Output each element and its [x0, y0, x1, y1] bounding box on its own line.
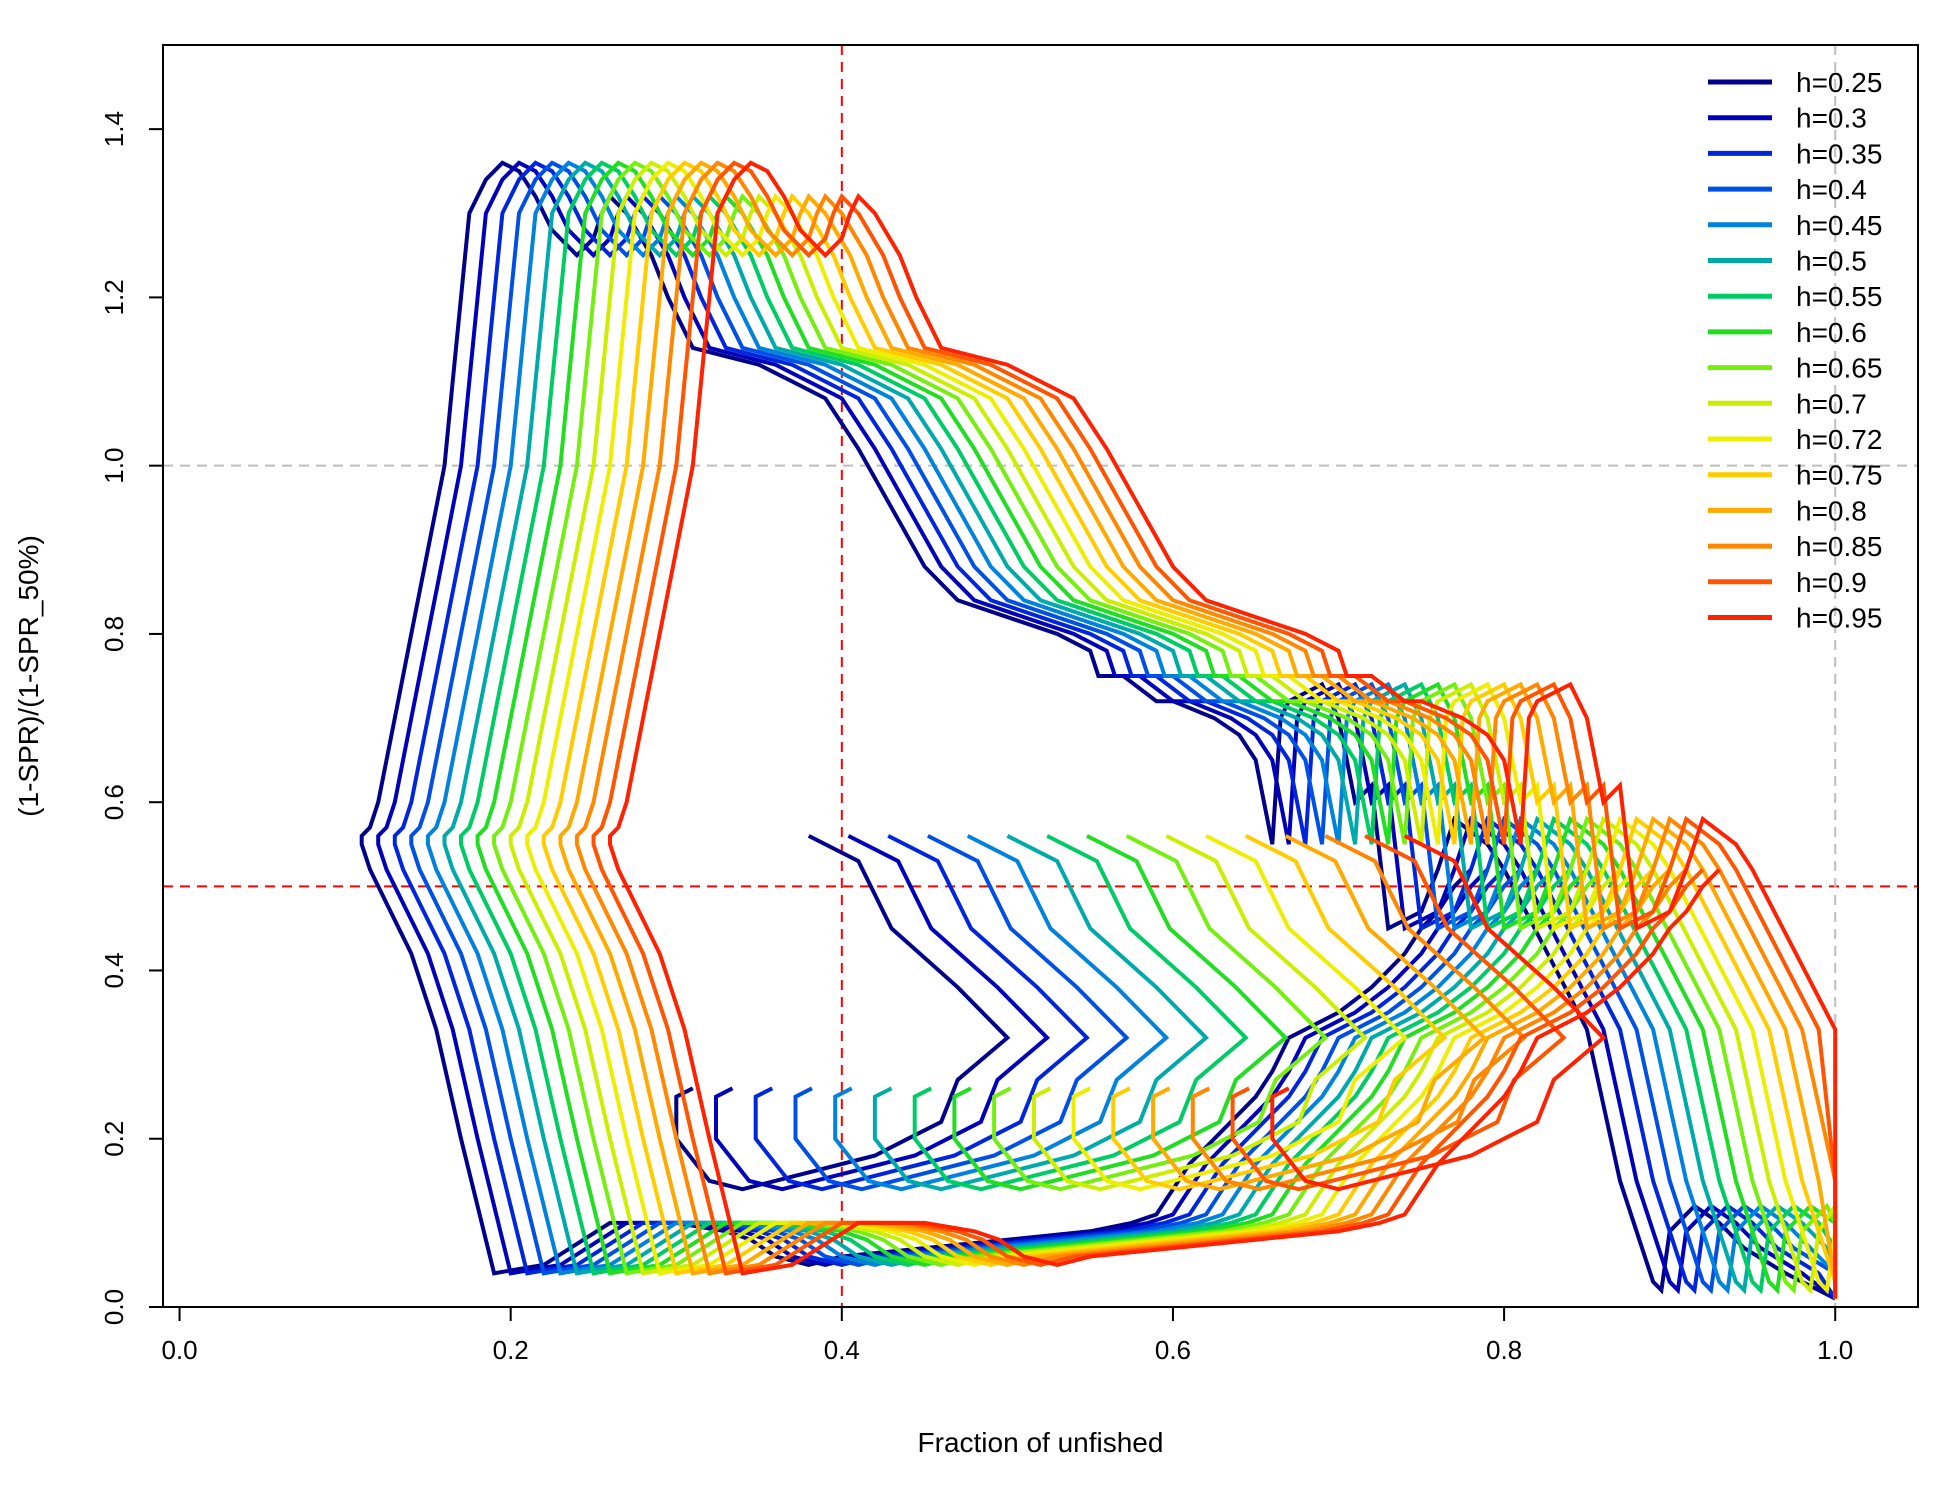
series-branch-h=0.7 [1031, 834, 1368, 1192]
legend-label: h=0.5 [1796, 246, 1867, 277]
legend-label: h=0.7 [1796, 388, 1867, 419]
series-line-h=0.8 [558, 160, 1838, 1299]
y-axis-title: (1-SPR)/(1-SPR_50%) [13, 535, 44, 817]
series-branch-h=0.5 [872, 834, 1210, 1192]
series-line-h=0.72 [525, 160, 1838, 1299]
series-line-h=0.95 [608, 160, 1838, 1299]
x-tick-label: 0.0 [161, 1335, 197, 1365]
series-branch-h=0.72 [1071, 834, 1408, 1192]
x-axis: 0.0 0.2 0.4 0.6 0.8 1.0 [161, 1306, 1853, 1365]
series-branch-h=0.45 [833, 834, 1170, 1192]
series-branch-h=0.35 [753, 834, 1090, 1192]
series-line-h=0.85 [574, 160, 1838, 1299]
legend: h=0.25 h=0.3 h=0.35 h=0.4 h=0.45 h=0.5 h=0.55 h… [1708, 67, 1882, 634]
legend-label: h=0.8 [1796, 495, 1867, 526]
series-branch-h=0.4 [793, 834, 1130, 1192]
x-tick-label: 1.0 [1817, 1335, 1853, 1365]
series-branch-h=0.55 [912, 834, 1249, 1192]
legend-label: h=0.95 [1796, 603, 1882, 634]
series-line-h=0.75 [541, 160, 1838, 1299]
y-tick-label: 0.0 [99, 1289, 129, 1325]
series-branch-h=0.65 [992, 834, 1329, 1192]
x-tick-label: 0.4 [824, 1335, 860, 1365]
series-branch-h=0.8 [1151, 834, 1488, 1192]
legend-label: h=0.3 [1796, 103, 1867, 134]
x-tick-label: 0.2 [493, 1335, 529, 1365]
x-tick-label: 0.8 [1486, 1335, 1522, 1365]
y-tick-label: 0.4 [99, 952, 129, 988]
y-tick-label: 1.2 [99, 279, 129, 315]
legend-label: h=0.6 [1796, 317, 1867, 348]
series-branch-h=0.75 [1111, 834, 1448, 1192]
series-line-h=0.9 [591, 160, 1838, 1299]
x-tick-label: 0.6 [1155, 1335, 1191, 1365]
series-lines [359, 160, 1838, 1301]
series-branch-h=0.9 [1230, 834, 1567, 1192]
legend-label: h=0.9 [1796, 567, 1867, 598]
legend-label: h=0.55 [1796, 281, 1882, 312]
series-branch-h=0.95 [1270, 834, 1607, 1192]
series-branch-h=0.85 [1190, 834, 1527, 1192]
reference-lines [163, 45, 1918, 1307]
legend-label: h=0.72 [1796, 424, 1882, 455]
series-branch-h=0.3 [714, 834, 1051, 1192]
legend-label: h=0.4 [1796, 174, 1867, 205]
y-tick-label: 1.0 [99, 448, 129, 484]
legend-label: h=0.65 [1796, 353, 1882, 384]
legend-label: h=0.35 [1796, 138, 1882, 169]
legend-label: h=0.25 [1796, 67, 1882, 98]
series-branch-h=0.6 [952, 834, 1289, 1192]
y-tick-label: 0.8 [99, 616, 129, 652]
y-tick-label: 0.2 [99, 1121, 129, 1157]
legend-label: h=0.45 [1796, 210, 1882, 241]
legend-label: h=0.75 [1796, 460, 1882, 491]
y-axis: 0.0 0.2 0.4 0.6 0.8 1.0 1.2 1.4 [99, 111, 164, 1325]
y-tick-label: 1.4 [99, 111, 129, 147]
y-tick-label: 0.6 [99, 784, 129, 820]
legend-label: h=0.85 [1796, 531, 1882, 562]
x-axis-title: Fraction of unfished [918, 1427, 1164, 1458]
